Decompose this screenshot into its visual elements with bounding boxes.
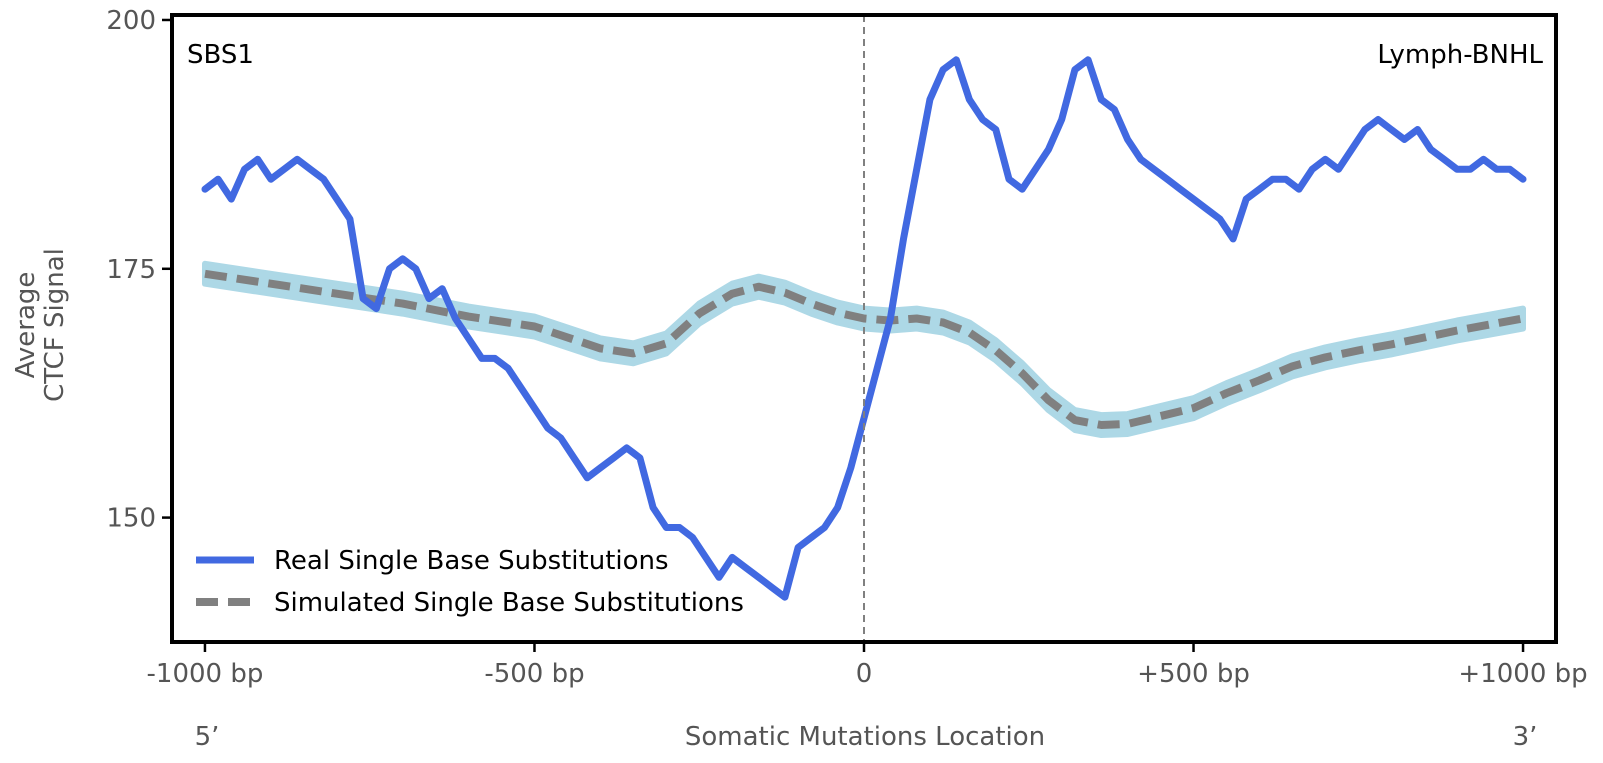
y-tick-label: 200 (106, 6, 156, 36)
x-tick-label: -500 bp (484, 659, 584, 689)
plot-area: 150 175 200 -1000 bp -500 bp 0 +500 bp +1000 bp… (106, 6, 1587, 689)
series-group (201, 56, 1527, 601)
y-axis-title-line1: Average (11, 272, 41, 379)
legend-label-real: Real Single Base Substitutions (274, 546, 669, 576)
panel-label-cancer-type: Lymph-BNHL (1377, 40, 1543, 70)
real-sbs-line (201, 56, 1527, 601)
end-label-3prime: 3’ (1513, 722, 1538, 752)
x-tick-label: +1000 bp (1458, 659, 1587, 689)
simulated-confidence-band (202, 260, 1526, 438)
x-tick-label: 0 (856, 659, 873, 689)
y-axis-title-line2: CTCF Signal (40, 248, 70, 402)
x-tick-label: -1000 bp (147, 659, 264, 689)
end-label-5prime: 5’ (195, 722, 220, 752)
legend-label-simulated: Simulated Single Base Substitutions (274, 588, 744, 618)
y-tick-label: 150 (106, 504, 156, 534)
y-tick-label: 175 (106, 255, 156, 285)
simulated-sbs-line (204, 269, 1524, 429)
panel-label-signature: SBS1 (187, 40, 254, 70)
x-tick-label: +500 bp (1137, 659, 1250, 689)
x-axis-title: Somatic Mutations Location (685, 722, 1045, 752)
